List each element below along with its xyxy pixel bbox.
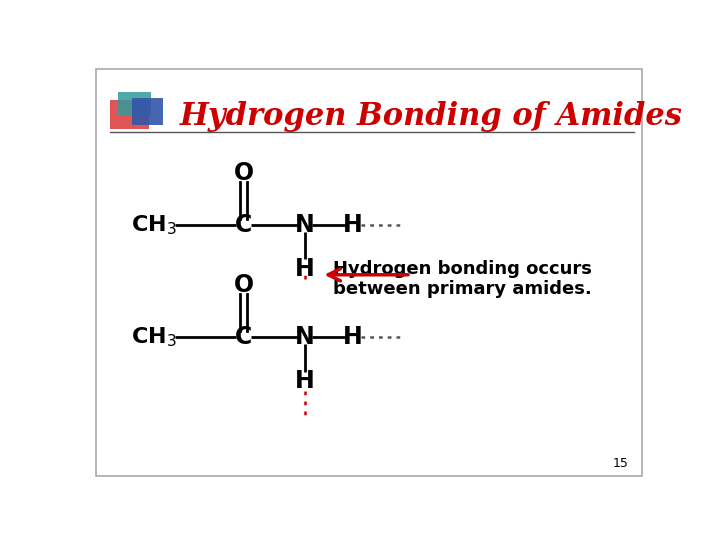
Text: C: C [235, 213, 252, 237]
Text: H: H [295, 256, 315, 281]
Text: O: O [233, 273, 253, 297]
Bar [132, 98, 163, 125]
Bar [118, 92, 151, 114]
Text: CH$_3$: CH$_3$ [131, 213, 177, 237]
Text: 15: 15 [613, 457, 629, 470]
Text: H: H [343, 325, 362, 349]
Text: H: H [343, 213, 362, 237]
Text: Hydrogen Bonding of Amides: Hydrogen Bonding of Amides [179, 101, 682, 132]
Bar [109, 100, 148, 129]
Text: Hydrogen bonding occurs
between primary amides.: Hydrogen bonding occurs between primary … [333, 260, 592, 298]
Text: N: N [295, 325, 315, 349]
Text: N: N [295, 213, 315, 237]
Text: O: O [233, 161, 253, 185]
Text: CH$_3$: CH$_3$ [131, 325, 177, 349]
Text: H: H [295, 369, 315, 393]
Text: C: C [235, 325, 252, 349]
